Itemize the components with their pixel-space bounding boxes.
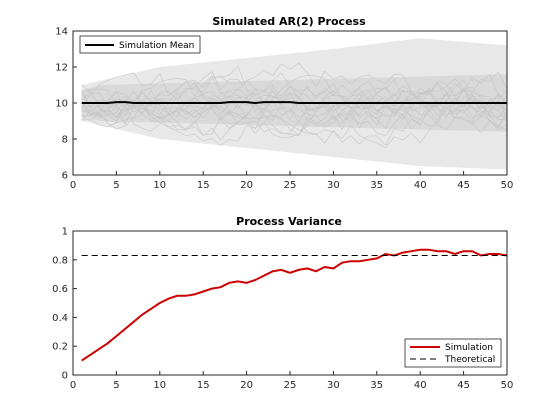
simulation-path <box>81 62 508 122</box>
axes-simulated-process: Simulated AR(2) Process 0 5 10 15 20 25 30 35 40… <box>55 15 513 191</box>
legend: Simulation Theoretical <box>404 338 502 368</box>
series-line-simulation-mean <box>81 101 507 105</box>
series-line-simulation <box>81 248 508 362</box>
simulation-path <box>81 72 508 131</box>
y-tick-label: 0.4 <box>52 313 68 324</box>
legend-label-theoretical: Theoretical <box>444 355 495 365</box>
y-tick-label: 1 <box>62 227 68 238</box>
x-tick-label: 50 <box>501 380 514 391</box>
simulation-path <box>81 79 508 123</box>
x-tick-label: 45 <box>457 180 470 191</box>
simulation-path <box>81 97 508 130</box>
x-tick-label: 15 <box>197 180 210 191</box>
chart-title: Simulated AR(2) Process <box>212 15 366 28</box>
legend: Simulation Mean <box>79 35 201 54</box>
axes-process-variance: Process Variance 0 5 10 15 20 25 30 35 40 45 50 0 0.… <box>52 215 513 391</box>
x-tick-label: 45 <box>457 380 470 391</box>
y-tick-label: 6 <box>62 171 68 182</box>
simulation-path <box>81 80 508 141</box>
simulation-path <box>81 85 508 123</box>
y-tick-label: 12 <box>55 63 68 74</box>
y-tick-label: 14 <box>55 27 68 38</box>
x-tick-label: 40 <box>414 180 427 191</box>
simulation-path <box>81 75 508 148</box>
x-tick-label: 10 <box>153 380 166 391</box>
x-tick-label: 50 <box>501 180 514 191</box>
x-tick-label: 25 <box>284 380 297 391</box>
series-lines <box>81 101 507 105</box>
x-tick-label: 35 <box>370 380 383 391</box>
y-tick-label: 0.8 <box>52 255 68 266</box>
chart-title: Process Variance <box>236 215 342 228</box>
legend-label-simulation: Simulation <box>445 343 493 353</box>
y-tick-label: 0 <box>62 371 68 382</box>
x-tick-label: 20 <box>240 180 253 191</box>
x-tick-label: 0 <box>70 380 76 391</box>
y-tick-label: 0.2 <box>52 342 68 353</box>
x-tick-label: 40 <box>414 380 427 391</box>
x-tick-label: 15 <box>197 380 210 391</box>
x-tick-label: 0 <box>70 180 76 191</box>
legend-label-simulation-mean: Simulation Mean <box>119 41 194 51</box>
y-tick-label: 10 <box>55 99 68 110</box>
x-tick-label: 5 <box>113 380 119 391</box>
x-tick-label: 30 <box>327 380 340 391</box>
x-tick-label: 10 <box>153 180 166 191</box>
simulation-path <box>81 78 508 137</box>
x-tick-label: 35 <box>370 180 383 191</box>
axis-ticks: 0 5 10 15 20 25 30 35 40 45 50 6 8 10 12 14 <box>55 27 513 192</box>
simulation-path <box>81 91 508 137</box>
x-tick-label: 25 <box>284 180 297 191</box>
y-tick-label: 8 <box>62 135 68 146</box>
series-lines <box>81 248 508 362</box>
y-tick-label: 0.6 <box>52 284 68 295</box>
x-tick-label: 20 <box>240 380 253 391</box>
legend-box <box>404 338 502 368</box>
axis-ticks: 0 5 10 15 20 25 30 35 40 45 50 0 0.2 0.4 0.6 0.8 1 <box>52 227 513 392</box>
simulation-path <box>81 89 508 146</box>
x-tick-label: 30 <box>327 180 340 191</box>
x-tick-label: 5 <box>113 180 119 191</box>
simulation-path <box>81 83 508 121</box>
legend-box <box>79 35 201 54</box>
